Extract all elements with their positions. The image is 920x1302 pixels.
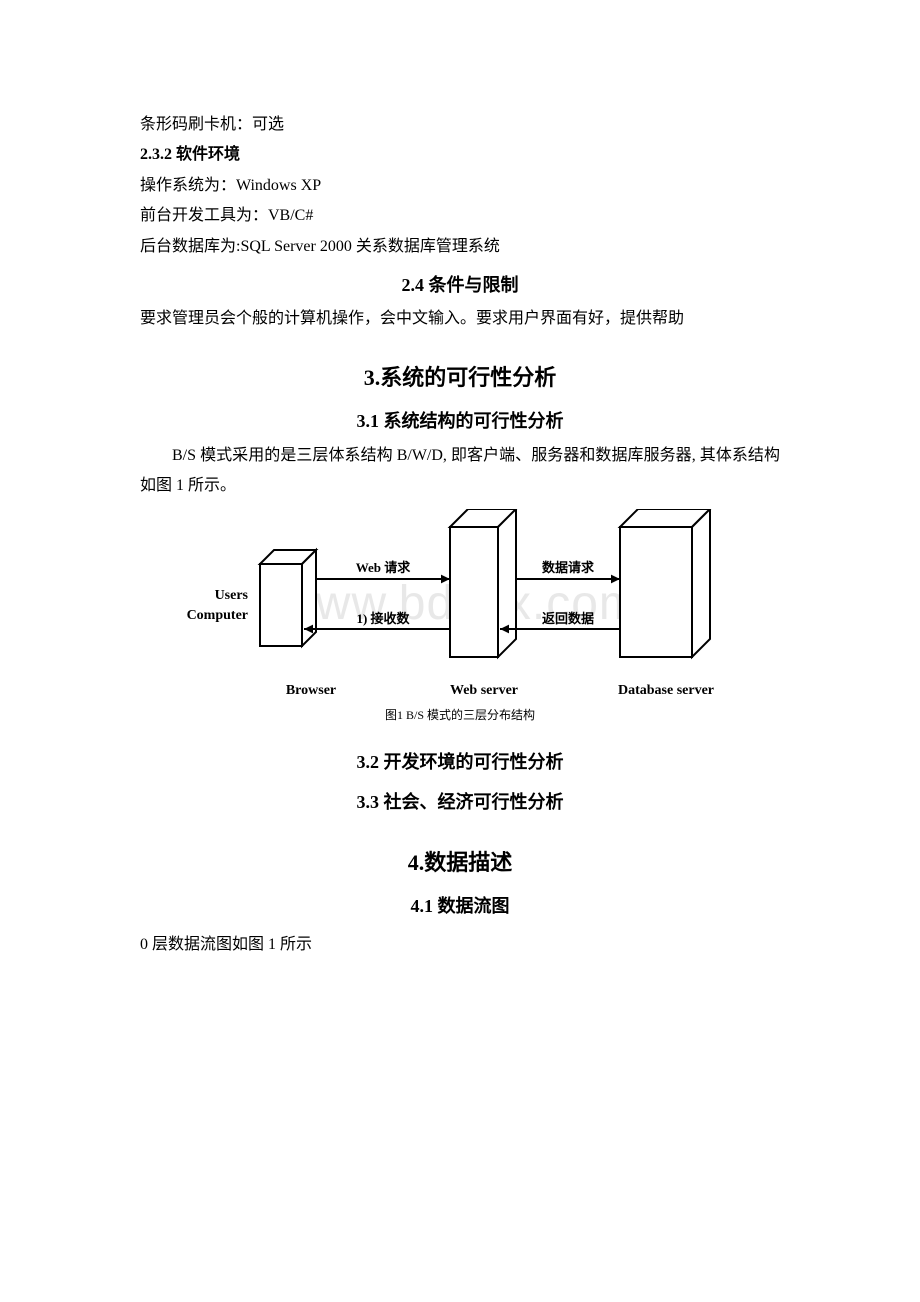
heading-4-1: 4.1 数据流图 [140, 889, 780, 923]
svg-text:Database server: Database server [618, 683, 714, 698]
figure-1-bs-architecture: www.bdocx.comWeb 请求1) 接收数数据请求返回数据UsersCo… [140, 509, 780, 739]
text-os: 操作系统为：Windows XP [140, 171, 780, 201]
svg-text:返回数据: 返回数据 [542, 611, 594, 626]
text-barcode: 条形码刷卡机：可选 [140, 110, 780, 140]
diagram-svg: www.bdocx.comWeb 请求1) 接收数数据请求返回数据UsersCo… [170, 509, 750, 739]
heading-3-3: 3.3 社会、经济可行性分析 [140, 785, 780, 819]
document-page: 条形码刷卡机：可选 2.3.2 软件环境 操作系统为：Windows XP 前台… [140, 110, 780, 960]
svg-text:Browser: Browser [286, 683, 336, 698]
paragraph-3-1: B/S 模式采用的是三层体系结构 B/W/D, 即客户端、服务器和数据库服务器,… [140, 441, 780, 502]
heading-3: 3.系统的可行性分析 [140, 357, 780, 399]
text-dfd: 0 层数据流图如图 1 所示 [140, 930, 780, 960]
svg-text:Computer: Computer [187, 608, 248, 623]
heading-3-2: 3.2 开发环境的可行性分析 [140, 745, 780, 779]
svg-text:图1 B/S 模式的三层分布结构: 图1 B/S 模式的三层分布结构 [385, 707, 535, 722]
heading-3-1: 3.1 系统结构的可行性分析 [140, 404, 780, 438]
heading-2-4: 2.4 条件与限制 [140, 268, 780, 302]
svg-text:1) 接收数: 1) 接收数 [356, 611, 410, 626]
text-backend: 后台数据库为:SQL Server 2000 关系数据库管理系统 [140, 232, 780, 262]
heading-2-3-2: 2.3.2 软件环境 [140, 140, 780, 170]
text-frontend: 前台开发工具为：VB/C# [140, 201, 780, 231]
svg-text:数据请求: 数据请求 [542, 560, 595, 575]
svg-text:Web server: Web server [450, 683, 518, 698]
svg-text:Web 请求: Web 请求 [356, 560, 412, 575]
heading-4: 4.数据描述 [140, 842, 780, 884]
text-requirements: 要求管理员会个般的计算机操作，会中文输入。要求用户界面有好，提供帮助 [140, 304, 780, 334]
svg-text:Users: Users [215, 588, 249, 603]
